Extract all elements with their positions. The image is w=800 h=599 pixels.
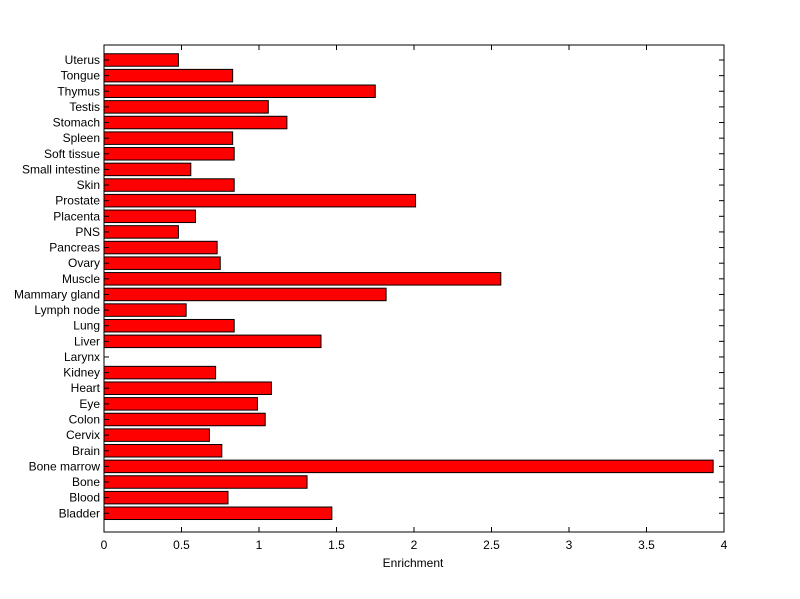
y-tick-label: Liver bbox=[74, 334, 100, 348]
y-tick-label: Mammary gland bbox=[14, 287, 100, 301]
y-tick-label: Soft tissue bbox=[44, 147, 100, 161]
y-tick-label: Lymph node bbox=[34, 303, 100, 317]
bar bbox=[103, 412, 266, 427]
bar bbox=[103, 100, 269, 114]
x-tick-label: 3 bbox=[566, 538, 573, 552]
bar bbox=[103, 444, 223, 458]
y-tick-label: Bladder bbox=[59, 506, 100, 520]
bar bbox=[103, 506, 333, 521]
bar bbox=[103, 178, 235, 192]
bar bbox=[103, 225, 179, 239]
x-tick-label: 0 bbox=[101, 538, 108, 552]
y-tick-label: Blood bbox=[69, 491, 100, 505]
bar bbox=[103, 365, 217, 380]
y-tick-label: Larynx bbox=[64, 350, 100, 364]
x-tick-label: 3.5 bbox=[638, 538, 655, 552]
y-tick-label: Tongue bbox=[61, 69, 101, 83]
bar bbox=[103, 162, 192, 177]
bar bbox=[103, 115, 288, 130]
bar bbox=[103, 272, 502, 286]
bar bbox=[103, 147, 235, 161]
x-tick-label: 2.5 bbox=[483, 538, 500, 552]
bar bbox=[103, 53, 179, 67]
y-tick-label: Thymus bbox=[57, 84, 100, 98]
x-tick-label: 1 bbox=[256, 538, 263, 552]
bar bbox=[103, 490, 229, 505]
x-tick-labels: 0 0.5 1 1.5 2 2.5 3 3.5 4 bbox=[101, 538, 728, 552]
x-tick-label: 0.5 bbox=[173, 538, 190, 552]
x-tick-label: 2 bbox=[411, 538, 418, 552]
bar bbox=[103, 303, 187, 317]
y-tick-label: Muscle bbox=[62, 272, 100, 286]
bar bbox=[103, 459, 714, 474]
x-tick-label: 1.5 bbox=[328, 538, 345, 552]
bar bbox=[103, 381, 272, 395]
y-tick-label: Lung bbox=[73, 319, 100, 333]
bar bbox=[103, 240, 218, 255]
y-tick-label: Eye bbox=[79, 397, 100, 411]
bar bbox=[103, 84, 376, 99]
y-tick-label: Cervix bbox=[66, 428, 100, 442]
bar bbox=[103, 256, 221, 270]
x-axis-title: Enrichment bbox=[383, 556, 444, 570]
y-tick-label: Heart bbox=[71, 381, 101, 395]
y-tick-label: Uterus bbox=[65, 53, 100, 67]
bar bbox=[103, 318, 235, 333]
bar bbox=[103, 131, 234, 145]
y-tick-label: PNS bbox=[75, 225, 100, 239]
y-tick-label: Placenta bbox=[53, 209, 100, 223]
bar bbox=[103, 287, 387, 302]
y-tick-label: Bone marrow bbox=[29, 459, 101, 473]
y-tick-label: Testis bbox=[69, 100, 100, 114]
y-tick-label: Pancreas bbox=[49, 241, 100, 255]
y-tick-label: Stomach bbox=[53, 116, 100, 130]
bar bbox=[103, 428, 210, 442]
bar bbox=[103, 475, 308, 489]
y-tick-label: Small intestine bbox=[22, 162, 100, 176]
bar bbox=[103, 334, 322, 349]
y-tick-label: Kidney bbox=[63, 366, 100, 380]
bar bbox=[103, 193, 417, 208]
y-tick-label: Spleen bbox=[63, 131, 100, 145]
ticks-group bbox=[103, 45, 725, 532]
y-tick-label: Skin bbox=[77, 178, 100, 192]
y-tick-label: Prostate bbox=[55, 194, 100, 208]
bar bbox=[103, 397, 258, 411]
y-tick-label: Ovary bbox=[68, 256, 100, 270]
y-tick-label: Bone bbox=[72, 475, 100, 489]
x-tick-label: 4 bbox=[721, 538, 728, 552]
bar bbox=[103, 68, 234, 83]
bar bbox=[103, 209, 196, 224]
y-tick-label: Colon bbox=[69, 412, 100, 426]
y-tick-label: Brain bbox=[72, 444, 100, 458]
